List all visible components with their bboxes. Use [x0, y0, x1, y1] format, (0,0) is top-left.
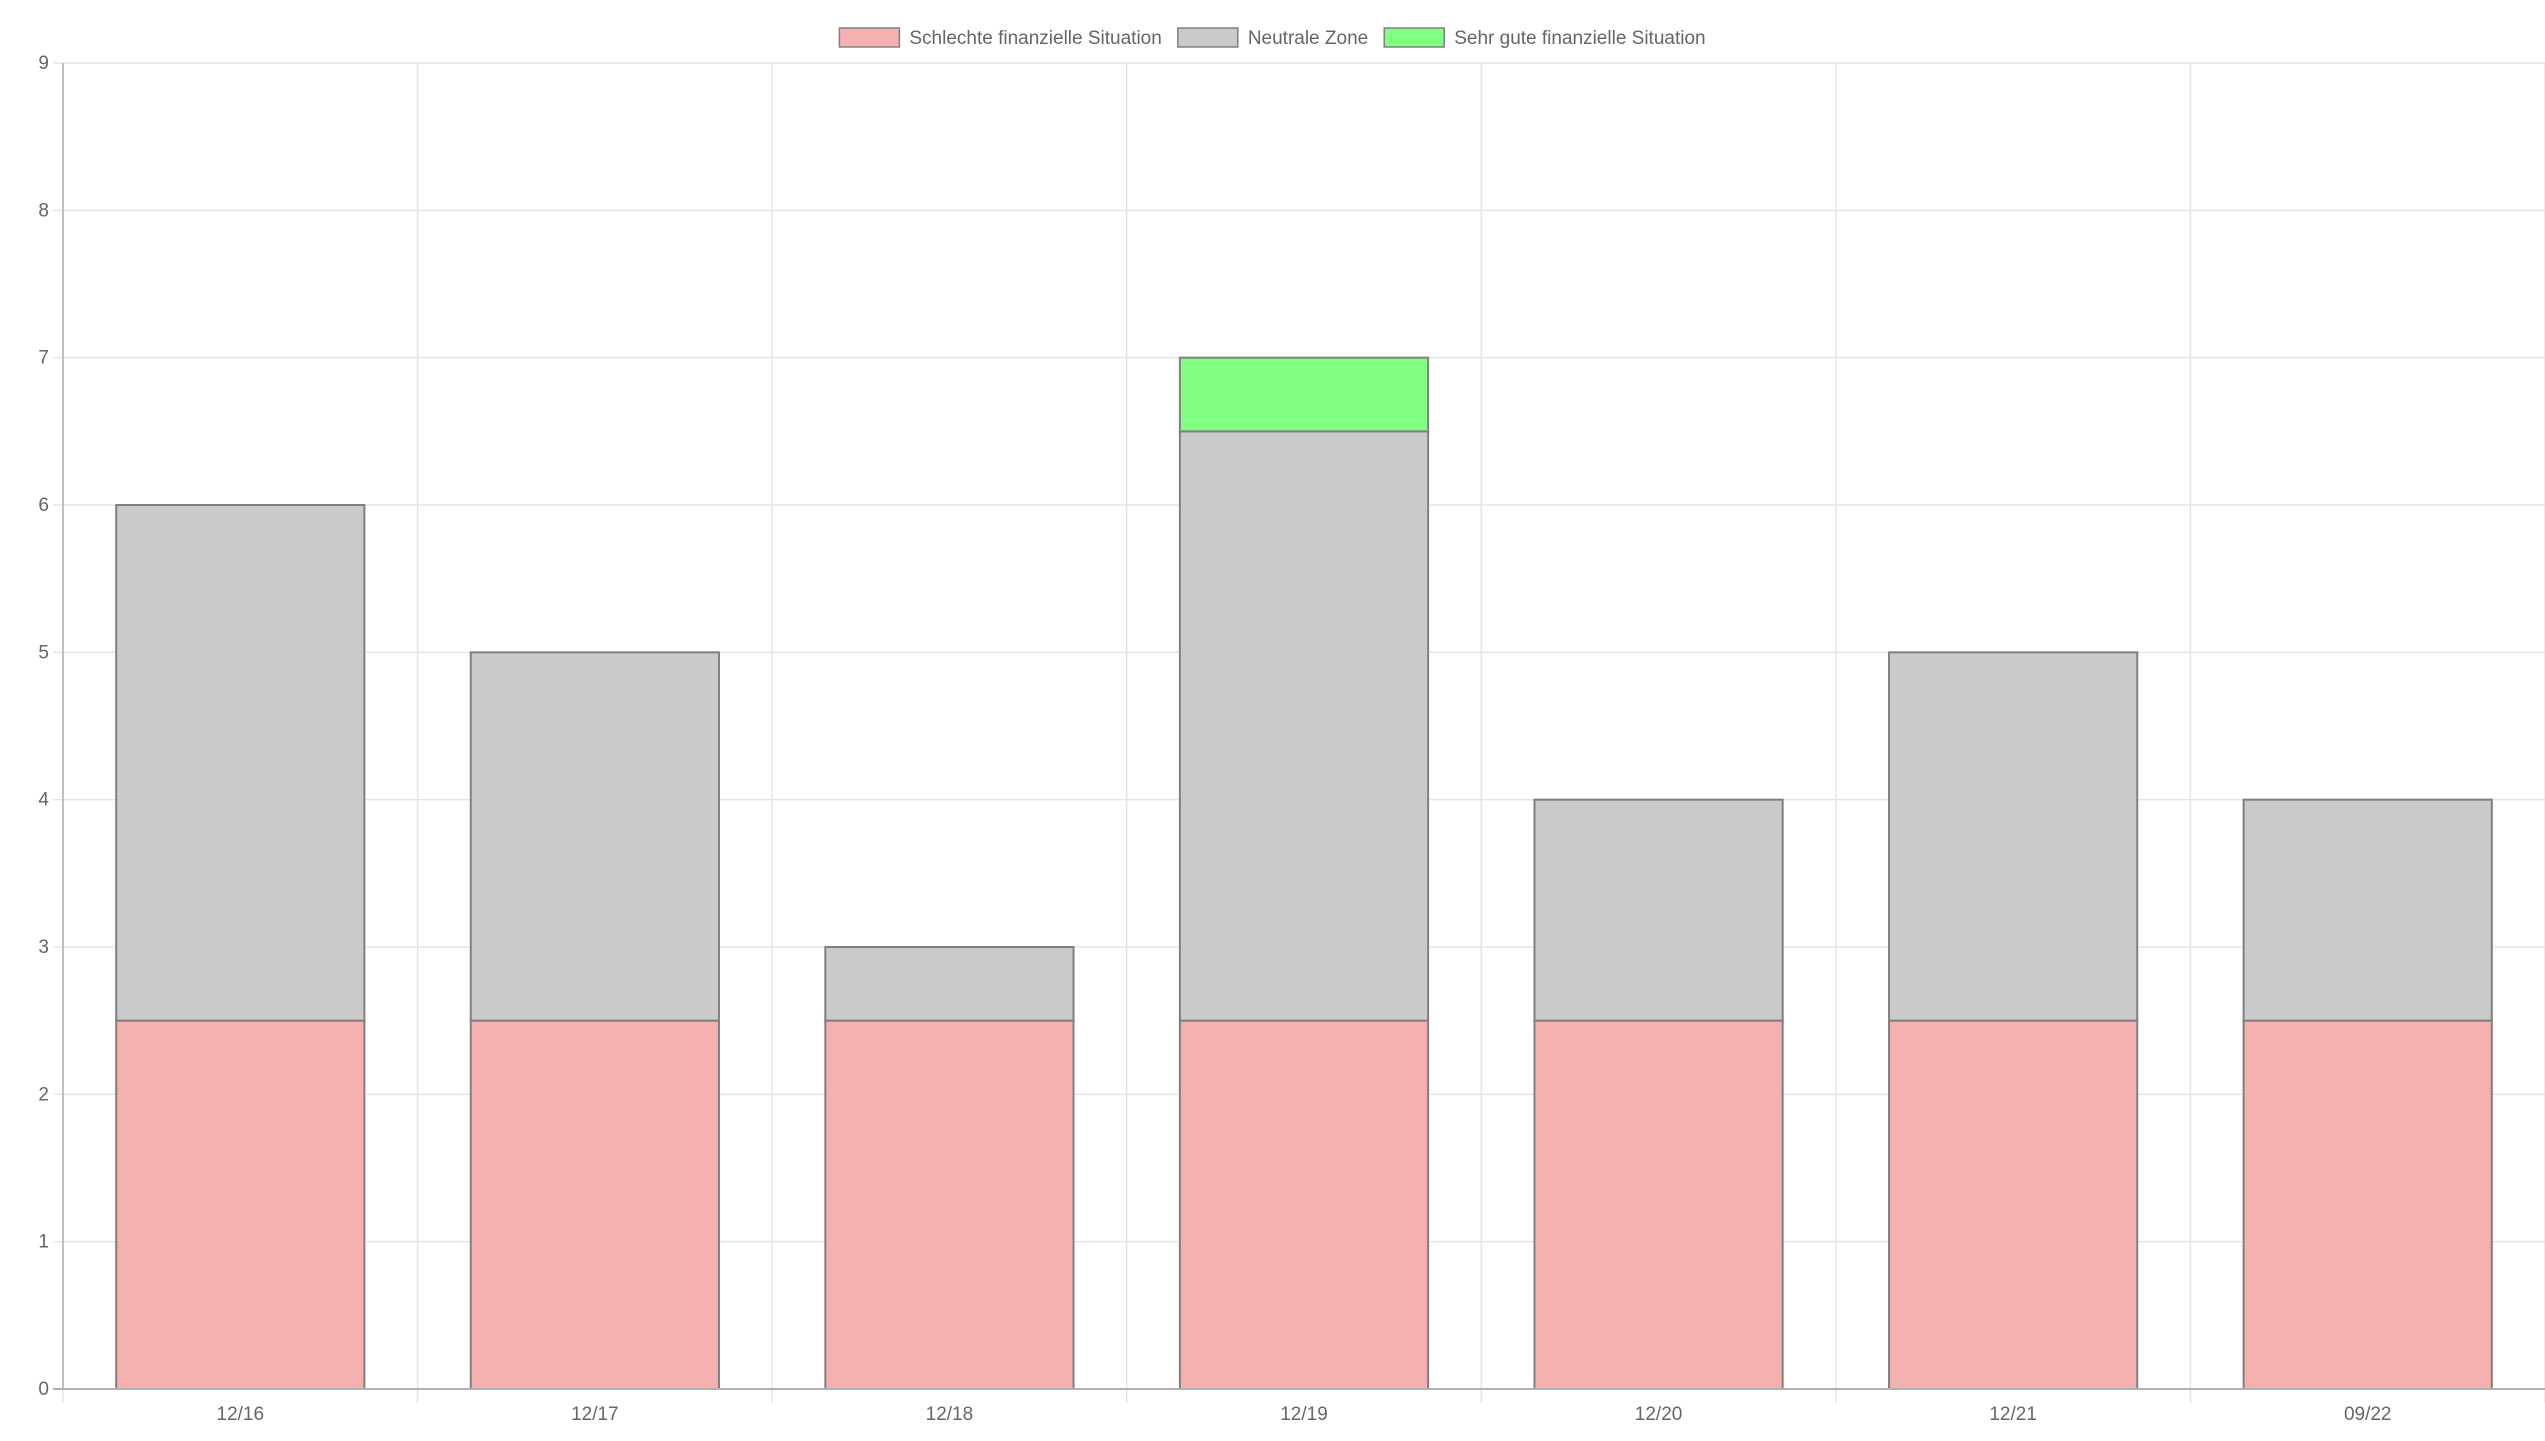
y-tick-label: 9 — [38, 53, 49, 74]
x-tick-label: 12/20 — [1635, 1404, 1683, 1425]
bar-neutrale-zone-09-22 — [2242, 798, 2493, 1022]
y-tick-label: 6 — [38, 495, 49, 516]
y-tick-label: 2 — [38, 1084, 49, 1105]
bar-neutrale-zone-12-18 — [824, 946, 1075, 1022]
x-tick-label: 12/21 — [1989, 1404, 2037, 1425]
legend-label-neutrale-zone: Neutrale Zone — [1248, 28, 1368, 49]
x-tick-label: 12/16 — [217, 1404, 265, 1425]
bar-neutrale-zone-12-16 — [115, 504, 366, 1022]
bars — [115, 356, 2493, 1391]
y-tick-label: 5 — [38, 642, 49, 663]
axes: 0 1 2 3 4 5 6 7 8 9 12/16 12/17 12/18 12/19 12/20 12/21… — [38, 53, 2545, 1425]
x-tick-label: 12/17 — [571, 1404, 619, 1425]
y-tick-label: 0 — [38, 1379, 49, 1400]
bar-schlechte-finanzielle-situation-12-17 — [469, 1019, 720, 1391]
legend-label-schlechte-finanzielle-situation: Schlechte finanzielle Situation — [909, 28, 1161, 49]
y-tick-label: 8 — [38, 200, 49, 221]
x-tick-label: 12/18 — [926, 1404, 974, 1425]
x-tick-label: 09/22 — [2344, 1404, 2392, 1425]
bar-neutrale-zone-12-20 — [1533, 798, 1784, 1022]
bar-neutrale-zone-12-21 — [1888, 651, 2139, 1022]
bar-neutrale-zone-12-17 — [469, 651, 720, 1022]
legend: Schlechte finanzielle Situation Neutrale … — [838, 27, 1706, 49]
y-tick-label: 7 — [38, 348, 49, 369]
bar-schlechte-finanzielle-situation-12-19 — [1178, 1019, 1430, 1391]
bar-schlechte-finanzielle-situation-12-20 — [1533, 1019, 1784, 1391]
y-tick-label: 1 — [38, 1232, 49, 1253]
x-tick-label: 12/19 — [1280, 1404, 1328, 1425]
legend-swatch-schlechte-finanzielle-situation — [838, 27, 901, 48]
legend-swatch-neutrale-zone — [1177, 27, 1239, 48]
legend-swatch-sehr-gute-finanzielle-situation — [1383, 27, 1445, 48]
bar-schlechte-finanzielle-situation-09-22 — [2242, 1019, 2493, 1391]
y-tick-label: 3 — [38, 937, 49, 958]
bar-schlechte-finanzielle-situation-12-18 — [824, 1019, 1075, 1391]
y-tick-label: 4 — [38, 790, 49, 811]
bar-schlechte-finanzielle-situation-12-16 — [115, 1019, 366, 1391]
bar-neutrale-zone-12-19 — [1178, 430, 1430, 1022]
bar-sehr-gute-finanzielle-situation-12-19 — [1178, 356, 1430, 433]
bar-schlechte-finanzielle-situation-12-21 — [1888, 1019, 2139, 1391]
legend-label-sehr-gute-finanzielle-situation: Sehr gute finanzielle Situation — [1454, 28, 1705, 49]
